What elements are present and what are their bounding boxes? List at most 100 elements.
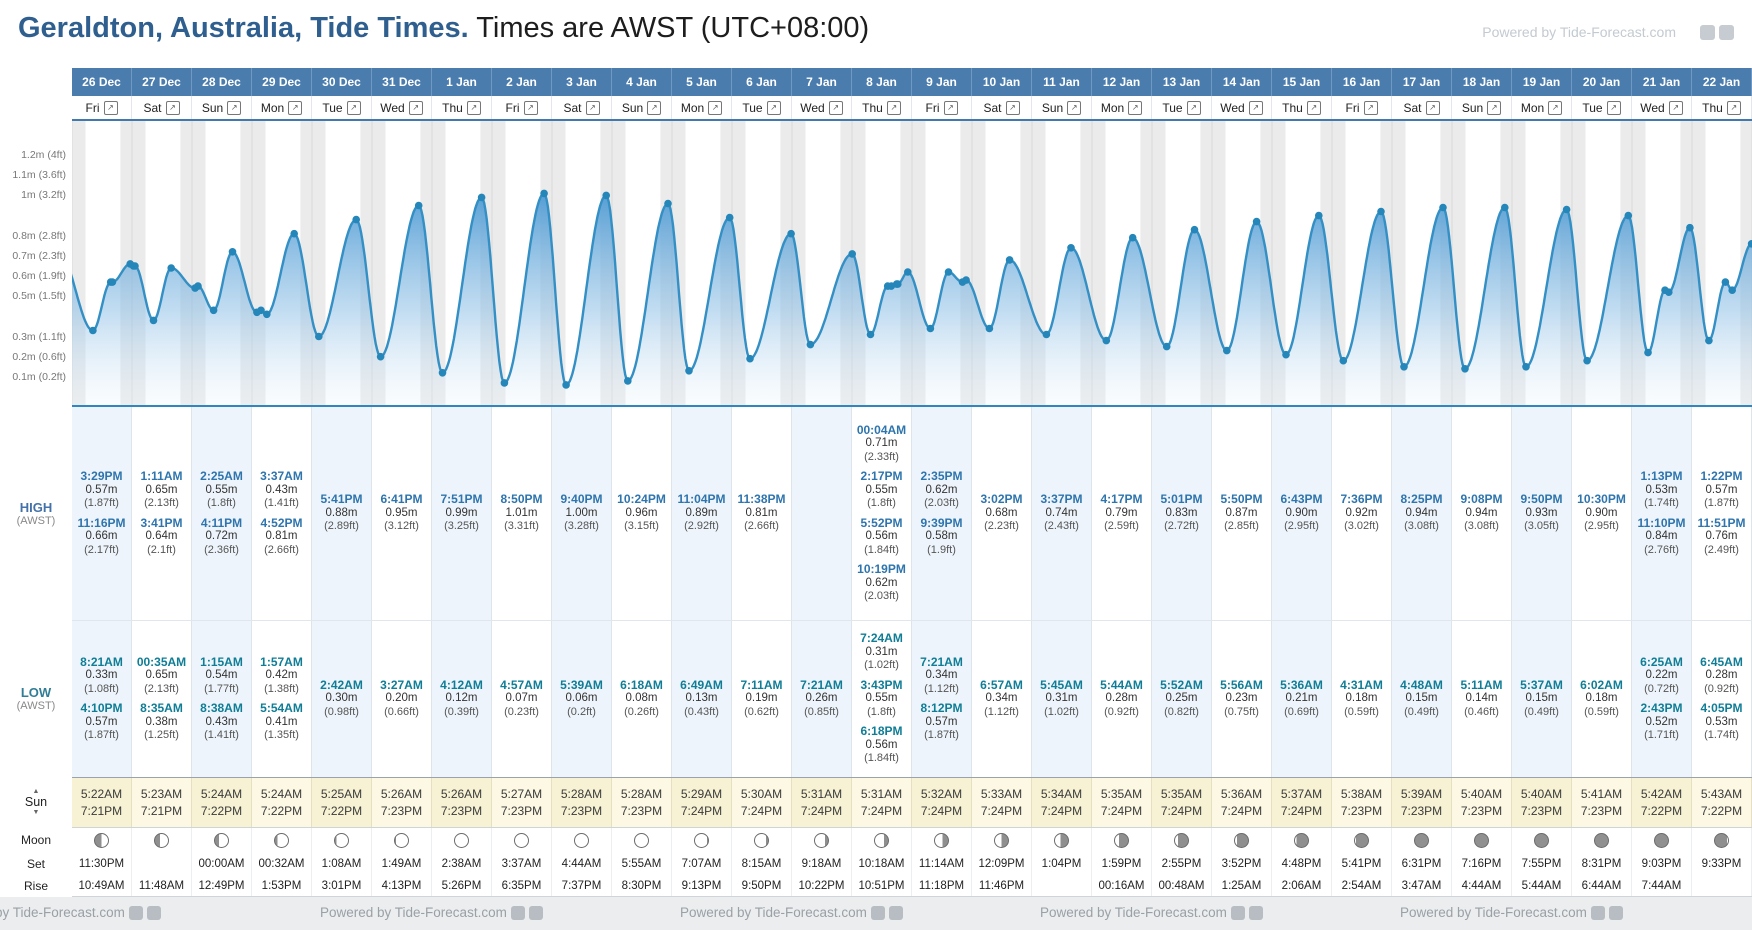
- date-header-cell[interactable]: 26 Dec: [72, 68, 132, 96]
- expand-day-icon[interactable]: ↗: [1128, 100, 1143, 115]
- sunset-time: 7:24PM: [1160, 804, 1203, 818]
- low-tide-height-ft: (1.87ft): [924, 729, 959, 741]
- expand-day-icon[interactable]: ↗: [585, 100, 600, 115]
- high-tide-time: 4:11PM: [200, 515, 243, 530]
- watermark-powered-by[interactable]: Powered by Tide-Forecast.com: [320, 905, 543, 921]
- watermark-share-icon[interactable]: [510, 906, 525, 921]
- date-header-cell[interactable]: 20 Jan: [1572, 68, 1632, 96]
- date-header-cell[interactable]: 15 Jan: [1272, 68, 1332, 96]
- date-header-cell[interactable]: 29 Dec: [252, 68, 312, 96]
- watermark-camera-icon[interactable]: [146, 906, 161, 921]
- expand-day-icon[interactable]: ↗: [103, 100, 118, 115]
- low-tide-height-ft: (1.38ft): [264, 682, 299, 695]
- date-header-cell[interactable]: 7 Jan: [792, 68, 852, 96]
- tide-area-fill: [58, 193, 1752, 407]
- expand-day-icon[interactable]: ↗: [1005, 100, 1020, 115]
- moonset-time: 8:15AM: [732, 853, 792, 875]
- y-axis-tick-label: 0.7m (2.3ft): [12, 249, 66, 262]
- sun-times-cell: 5:37AM 7:24PM: [1272, 778, 1332, 827]
- low-tide-entry: 7:21AM 0.34m (1.12ft): [920, 655, 963, 697]
- expand-day-icon[interactable]: ↗: [1487, 100, 1502, 115]
- watermark-powered-by[interactable]: Powered by Tide-Forecast.com: [680, 905, 903, 921]
- camera-icon[interactable]: [1719, 25, 1734, 41]
- date-header-cell[interactable]: 30 Dec: [312, 68, 372, 96]
- watermark-camera-icon[interactable]: [528, 906, 543, 921]
- date-header-cell[interactable]: 17 Jan: [1392, 68, 1452, 96]
- tide-extreme-dot: [1562, 205, 1571, 214]
- date-header-cell[interactable]: 19 Jan: [1512, 68, 1572, 96]
- low-tide-section: 8:21AM 0.33m (1.08ft) 4:10PM 0.57m (1.87ft) 00…: [72, 620, 1752, 777]
- date-header-cell[interactable]: 16 Jan: [1332, 68, 1392, 96]
- expand-day-icon[interactable]: ↗: [1067, 100, 1082, 115]
- expand-day-icon[interactable]: ↗: [886, 100, 901, 115]
- expand-day-icon[interactable]: ↗: [408, 100, 423, 115]
- expand-day-icon[interactable]: ↗: [1248, 100, 1263, 115]
- date-header-cell[interactable]: 11 Jan: [1032, 68, 1092, 96]
- date-header-cell[interactable]: 8 Jan: [852, 68, 912, 96]
- expand-day-icon[interactable]: ↗: [708, 100, 723, 115]
- watermark-share-icon[interactable]: [1230, 906, 1245, 921]
- date-header-cell[interactable]: 13 Jan: [1152, 68, 1212, 96]
- expand-day-icon[interactable]: ↗: [1363, 100, 1378, 115]
- low-tide-height-ft: (1.02ft): [1044, 705, 1079, 718]
- expand-day-icon[interactable]: ↗: [828, 100, 843, 115]
- date-header-cell[interactable]: 6 Jan: [732, 68, 792, 96]
- tide-extreme-dot: [228, 248, 237, 256]
- expand-day-icon[interactable]: ↗: [647, 100, 662, 115]
- expand-day-icon[interactable]: ↗: [346, 100, 361, 115]
- low-tide-height-ft: (0.98ft): [324, 705, 359, 718]
- date-header-cell[interactable]: 14 Jan: [1212, 68, 1272, 96]
- date-header-cell[interactable]: 31 Dec: [372, 68, 432, 96]
- watermark-powered-by[interactable]: Powered by Tide-Forecast.com: [1400, 905, 1623, 921]
- expand-day-icon[interactable]: ↗: [1548, 100, 1563, 115]
- date-header-cell[interactable]: 22 Jan: [1692, 68, 1752, 96]
- expand-day-icon[interactable]: ↗: [1425, 100, 1440, 115]
- date-header-cell[interactable]: 9 Jan: [912, 68, 972, 96]
- tide-extreme-dot: [1728, 286, 1736, 294]
- expand-day-icon[interactable]: ↗: [1726, 100, 1741, 115]
- watermark-share-icon[interactable]: [870, 906, 885, 921]
- sun-times-cell: 5:42AM 7:22PM: [1632, 778, 1692, 827]
- date-header-cell[interactable]: 12 Jan: [1092, 68, 1152, 96]
- date-header-cell[interactable]: 27 Dec: [132, 68, 192, 96]
- high-tide-entry: 11:16PM 0.66m (2.17ft): [77, 516, 125, 558]
- moonset-time: 10:18AM: [852, 853, 912, 875]
- watermark-powered-by[interactable]: Powered by Tide-Forecast.com: [0, 905, 161, 921]
- watermark-share-icon[interactable]: [1590, 906, 1605, 921]
- watermark-camera-icon[interactable]: [888, 906, 903, 921]
- expand-day-icon[interactable]: ↗: [943, 100, 958, 115]
- date-header-cell[interactable]: 10 Jan: [972, 68, 1032, 96]
- watermark-camera-icon[interactable]: [1248, 906, 1263, 921]
- date-header-cell[interactable]: 3 Jan: [552, 68, 612, 96]
- high-tide-height-ft: (2.66ft): [744, 520, 779, 533]
- watermark-powered-by[interactable]: Powered by Tide-Forecast.com: [1040, 905, 1263, 921]
- expand-day-icon[interactable]: ↗: [1606, 100, 1621, 115]
- date-header-cell[interactable]: 21 Jan: [1632, 68, 1692, 96]
- moonset-time: 00:00AM: [192, 853, 252, 875]
- date-header-cell[interactable]: 5 Jan: [672, 68, 732, 96]
- expand-day-icon[interactable]: ↗: [1668, 100, 1683, 115]
- sun-times-cell: 5:34AM 7:24PM: [1032, 778, 1092, 827]
- expand-day-icon[interactable]: ↗: [766, 100, 781, 115]
- date-header-cell[interactable]: 1 Jan: [432, 68, 492, 96]
- date-header-cell[interactable]: 28 Dec: [192, 68, 252, 96]
- high-label: HIGH: [19, 500, 53, 515]
- expand-day-icon[interactable]: ↗: [288, 100, 303, 115]
- low-tide-entry: 5:37AM 0.15m (0.49ft): [1520, 678, 1563, 720]
- low-tide-height-m: 0.13m: [685, 692, 718, 705]
- share-icon[interactable]: [1700, 25, 1715, 41]
- powered-by-link[interactable]: Powered by Tide-Forecast.com: [1482, 24, 1676, 40]
- expand-day-icon[interactable]: ↗: [165, 100, 180, 115]
- date-header-cell[interactable]: 18 Jan: [1452, 68, 1512, 96]
- date-header-cell[interactable]: 2 Jan: [492, 68, 552, 96]
- expand-day-icon[interactable]: ↗: [227, 100, 242, 115]
- sunrise-time: 5:35AM: [1100, 787, 1143, 801]
- sunset-time: 7:23PM: [1520, 804, 1563, 818]
- expand-day-icon[interactable]: ↗: [1186, 100, 1201, 115]
- watermark-share-icon[interactable]: [128, 906, 143, 921]
- expand-day-icon[interactable]: ↗: [466, 100, 481, 115]
- date-header-cell[interactable]: 4 Jan: [612, 68, 672, 96]
- watermark-camera-icon[interactable]: [1608, 906, 1623, 921]
- expand-day-icon[interactable]: ↗: [523, 100, 538, 115]
- expand-day-icon[interactable]: ↗: [1306, 100, 1321, 115]
